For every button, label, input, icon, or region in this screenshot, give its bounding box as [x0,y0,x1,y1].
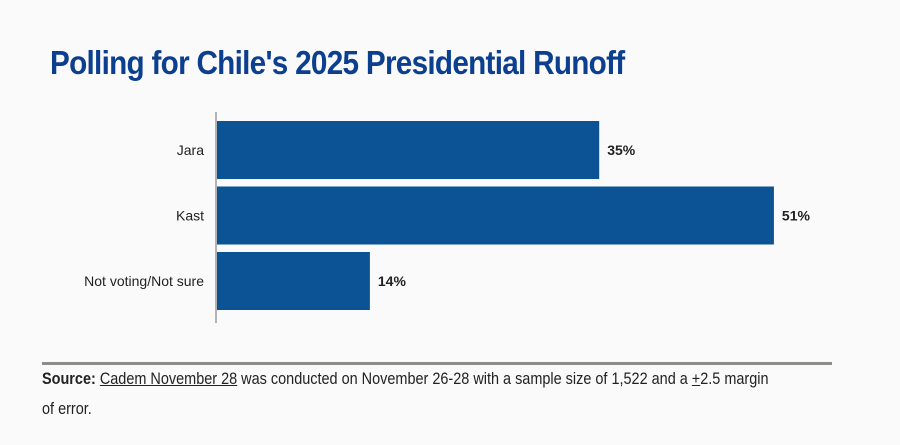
data-label: 51% [782,208,811,224]
bar-chart: Jara 35% Kast 51% Not voting/Not sure 14% [84,112,811,323]
category-label: Kast [176,208,204,224]
divider [42,362,832,365]
source-link[interactable]: Cadem November 28 [99,369,238,388]
category-label: Jara [177,142,204,158]
source-label: Source: [42,369,96,388]
category-label: Not voting/Not sure [84,273,204,289]
source-text: was conducted on November 26-28 with a s… [237,369,692,388]
source-text-2: 2.5 margin of error. [42,369,769,418]
bar [217,252,370,310]
data-label: 35% [607,142,636,158]
bar [217,186,774,245]
bar [217,121,600,179]
data-label: 14% [378,273,407,289]
chart-title: Polling for Chile's 2025 Presidential Ru… [50,44,625,81]
plus-minus: + [691,369,701,388]
source-note: Source: Cadem November 28 was conducted … [42,364,773,424]
